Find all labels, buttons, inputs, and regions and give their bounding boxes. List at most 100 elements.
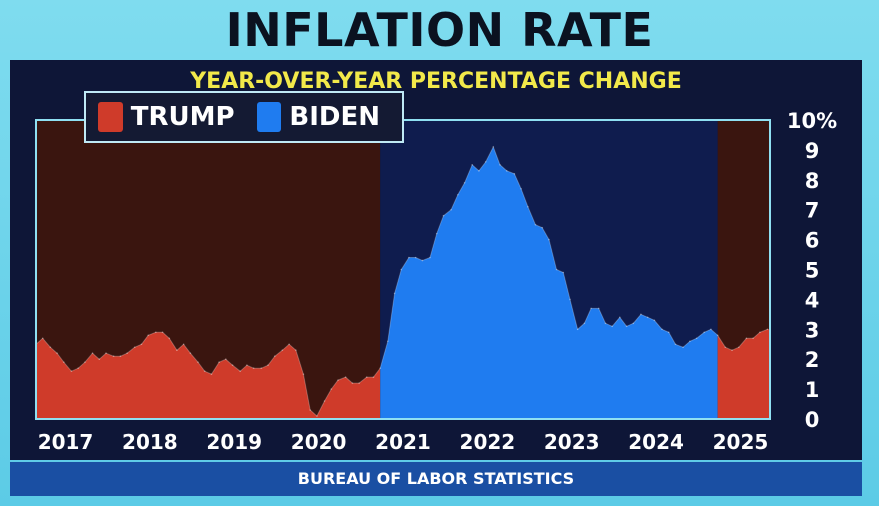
data-point xyxy=(56,352,58,355)
data-point xyxy=(344,376,347,378)
data-point xyxy=(63,361,65,363)
data-point xyxy=(147,334,150,337)
data-point xyxy=(316,415,318,417)
data-point xyxy=(457,193,459,196)
data-point xyxy=(161,331,164,334)
data-point xyxy=(41,337,44,340)
data-point xyxy=(168,337,171,340)
data-point xyxy=(387,340,389,343)
data-point xyxy=(619,316,621,319)
x-tick-label: 2017 xyxy=(38,430,94,454)
data-point xyxy=(140,343,143,346)
data-point xyxy=(527,205,529,208)
x-tick-label: 2018 xyxy=(122,430,178,454)
data-point xyxy=(661,328,663,331)
data-point xyxy=(569,298,571,301)
x-tick-label: 2019 xyxy=(206,430,262,454)
data-point xyxy=(737,346,740,349)
data-point xyxy=(766,328,769,331)
chart-legend: TRUMP BIDEN xyxy=(84,91,404,143)
data-point xyxy=(119,355,122,358)
data-point xyxy=(646,316,649,319)
data-point xyxy=(716,334,719,337)
data-point xyxy=(590,307,592,310)
data-point xyxy=(351,382,354,384)
y-tick-label: 5 xyxy=(805,259,820,283)
data-point xyxy=(323,400,326,402)
y-tick-label: 8 xyxy=(805,169,820,193)
y-tick-label: 0 xyxy=(805,408,820,432)
data-point xyxy=(478,170,480,172)
data-point xyxy=(534,223,537,226)
data-point xyxy=(576,328,579,331)
data-point xyxy=(513,173,516,175)
data-point xyxy=(703,331,705,334)
data-point xyxy=(252,367,255,369)
data-point xyxy=(429,256,431,259)
data-point xyxy=(752,337,754,340)
data-point xyxy=(611,325,614,328)
x-tick-label: 2024 xyxy=(628,430,684,454)
data-point xyxy=(225,358,227,361)
data-point xyxy=(330,388,333,390)
data-point xyxy=(724,346,727,349)
legend-label-trump: TRUMP xyxy=(130,102,235,132)
data-point xyxy=(674,343,677,346)
data-point xyxy=(182,343,185,346)
chart-title: INFLATION RATE xyxy=(225,3,654,57)
data-point xyxy=(239,370,241,372)
data-point xyxy=(499,164,501,166)
x-tick-label: 2023 xyxy=(544,430,600,454)
data-point xyxy=(393,292,396,295)
data-point xyxy=(273,355,276,358)
data-point xyxy=(203,370,206,372)
data-point xyxy=(155,331,157,334)
y-tick-label: 3 xyxy=(805,318,820,342)
data-point xyxy=(337,379,339,381)
data-point xyxy=(435,232,438,235)
data-point xyxy=(689,340,691,343)
data-point xyxy=(70,370,73,372)
data-point xyxy=(281,349,284,352)
data-point xyxy=(105,352,107,355)
data-point xyxy=(597,307,600,310)
y-tick-label: 4 xyxy=(805,288,820,312)
data-point xyxy=(408,256,410,259)
data-point xyxy=(400,268,403,271)
y-tick-label: 7 xyxy=(805,199,820,223)
data-point xyxy=(731,349,733,352)
data-point xyxy=(555,268,558,271)
data-point xyxy=(210,373,213,375)
data-point xyxy=(231,364,234,366)
data-point xyxy=(667,331,670,334)
data-point xyxy=(365,376,368,378)
data-point xyxy=(218,361,220,363)
data-point xyxy=(695,337,698,340)
data-point xyxy=(260,367,263,369)
data-point xyxy=(77,367,79,369)
x-tick-label: 2020 xyxy=(291,430,347,454)
data-point xyxy=(710,328,712,331)
x-tick-label: 2025 xyxy=(713,430,769,454)
data-point xyxy=(302,373,305,375)
data-point xyxy=(759,331,761,334)
data-point xyxy=(91,352,94,355)
data-point xyxy=(358,382,360,384)
data-point xyxy=(471,164,473,166)
data-point xyxy=(640,313,642,316)
data-point xyxy=(745,337,748,340)
legend-swatch-biden xyxy=(256,102,282,132)
data-point xyxy=(414,256,417,259)
series-outline xyxy=(35,145,768,417)
data-point xyxy=(133,346,136,349)
data-point xyxy=(372,376,375,378)
area-series-trump-0 xyxy=(36,332,381,419)
area-series-biden-1 xyxy=(380,146,718,419)
y-tick-label: 1 xyxy=(805,378,820,402)
data-point xyxy=(484,161,487,163)
data-point xyxy=(442,214,445,217)
data-point xyxy=(520,187,522,190)
data-point xyxy=(492,146,495,148)
data-point xyxy=(505,170,508,172)
